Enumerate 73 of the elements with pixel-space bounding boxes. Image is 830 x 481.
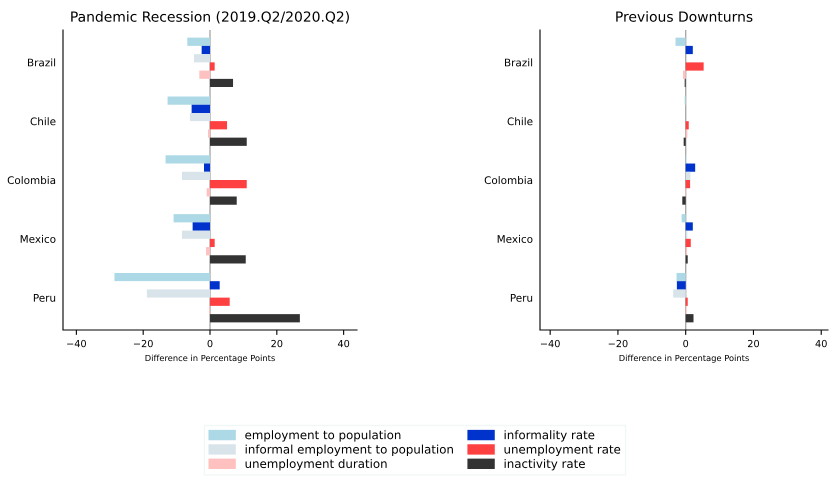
legend-label: unemployment duration	[246, 458, 387, 470]
bar	[686, 164, 696, 172]
bar	[210, 255, 246, 264]
y-tick-label: Mexico	[498, 234, 532, 243]
bar	[686, 314, 694, 322]
x-tick-label: 0	[208, 340, 212, 348]
bar	[210, 180, 247, 188]
bar	[192, 104, 210, 113]
bar	[673, 289, 686, 298]
bar	[166, 155, 210, 164]
x-tick-label: 40	[816, 340, 827, 348]
bar	[204, 164, 210, 172]
bar	[210, 78, 234, 88]
bar	[686, 62, 704, 71]
legend-label: employment to population	[245, 430, 400, 442]
legend-label: inactivity rate	[504, 458, 585, 470]
x-tick-label: −40	[540, 340, 560, 348]
legend-label: informal employment to population	[246, 444, 453, 456]
y-tick-label: Mexico	[20, 234, 56, 243]
bar	[187, 38, 210, 46]
bar	[210, 314, 300, 322]
bar	[210, 238, 215, 248]
bar	[182, 230, 210, 239]
legend-label: unemployment rate	[504, 444, 620, 456]
bar	[190, 112, 210, 122]
x-tick-label: 40	[338, 340, 350, 348]
y-tick-label: Chile	[30, 117, 56, 126]
bar	[210, 196, 237, 205]
bar	[199, 70, 210, 79]
bar	[210, 298, 230, 306]
y-tick-label: Colombia	[484, 176, 532, 184]
bar	[146, 289, 210, 298]
x-axis-title: Difference in Percentage Points	[146, 354, 275, 363]
y-tick-label: Peru	[34, 294, 56, 302]
bar	[206, 188, 210, 196]
bar	[686, 238, 691, 248]
x-axis-title: Difference in Percentage Points	[620, 354, 749, 363]
x-tick-label: 20	[748, 340, 759, 348]
bar	[206, 247, 210, 256]
bar	[686, 46, 693, 54]
bar	[686, 172, 690, 180]
bar	[686, 121, 689, 130]
bar	[174, 214, 210, 222]
x-tick-label: −20	[134, 340, 153, 348]
y-tick-label: Brazil	[28, 58, 56, 66]
bar	[182, 172, 210, 180]
bar	[676, 38, 686, 46]
bar	[686, 222, 693, 231]
y-tick-label: Chile	[508, 117, 532, 126]
bar	[210, 121, 228, 130]
bar	[686, 180, 690, 188]
legend-label: informality rate	[504, 430, 594, 442]
bar	[676, 272, 686, 282]
bar	[682, 70, 686, 79]
x-tick-label: 20	[271, 340, 282, 348]
x-tick-label: −40	[67, 340, 86, 348]
y-tick-label: Brazil	[505, 58, 532, 66]
bar	[676, 281, 686, 290]
bar	[682, 214, 686, 222]
bar	[210, 138, 247, 146]
bar	[210, 281, 220, 290]
y-tick-label: Peru	[510, 294, 532, 302]
chart-title: Previous Downturns	[616, 11, 752, 22]
y-tick-label: Colombia	[8, 176, 56, 184]
bar	[168, 96, 210, 105]
bar	[202, 46, 210, 54]
bar	[192, 222, 210, 231]
x-tick-label: 0	[683, 340, 688, 348]
x-tick-label: −20	[608, 340, 628, 348]
bar	[210, 62, 215, 71]
chart-title: Pandemic Recession (2019.Q2/2020.Q2)	[71, 11, 349, 24]
bar	[114, 272, 210, 282]
bar	[194, 54, 210, 62]
